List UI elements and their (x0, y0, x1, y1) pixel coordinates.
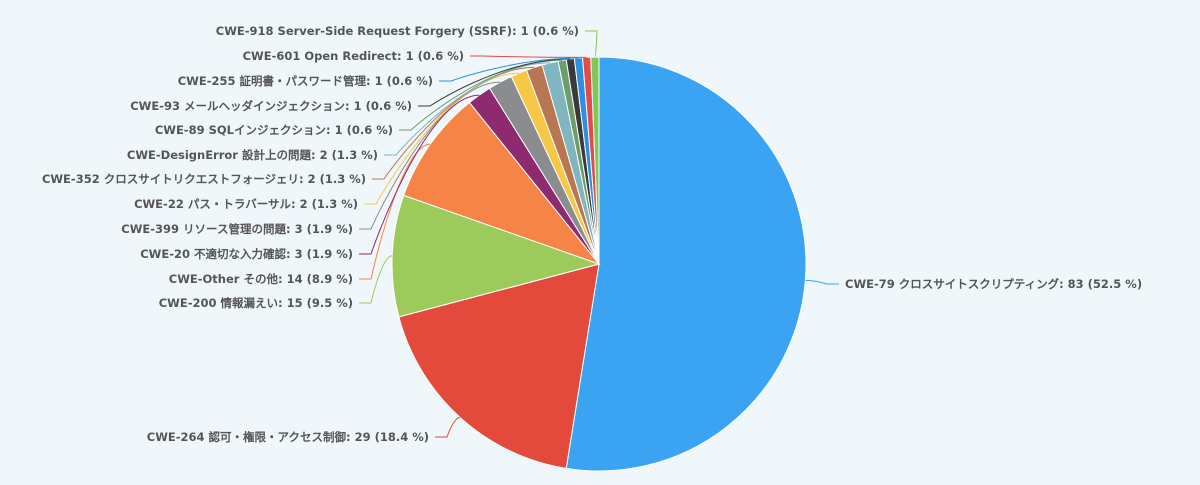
slice-label: CWE-93 メールヘッダインジェクション: 1 (0.6 %) (130, 99, 412, 113)
slice-label: CWE-22 パス・トラバーサル: 2 (1.3 %) (134, 197, 358, 211)
connector-line (399, 59, 563, 131)
connector-line (805, 279, 839, 285)
pie-slices (391, 56, 807, 472)
slice-label: CWE-352 クロスサイトリクエストフォージェリ: 2 (1.3 %) (42, 172, 366, 186)
slice-label: CWE-918 Server-Side Request Forgery (SSR… (216, 24, 579, 38)
connector-line (359, 94, 480, 255)
slice-label: CWE-200 情報漏えい: 15 (9.5 %) (159, 296, 353, 310)
slice-label: CWE-Other その他: 14 (8.9 %) (169, 272, 353, 286)
connector-lines (359, 30, 839, 438)
connector-line (435, 417, 461, 438)
slice-label: CWE-DesignError 設計上の問題: 2 (1.3 %) (127, 148, 378, 162)
slice-label: CWE-79 クロスサイトスクリプティング: 83 (52.5 %) (845, 277, 1142, 291)
connector-line (439, 57, 579, 82)
slice-label: CWE-89 SQLインジェクション: 1 (0.6 %) (155, 123, 393, 137)
connector-line (585, 30, 598, 58)
connector-line (359, 81, 501, 230)
connector-line (364, 72, 519, 205)
pie-slice[interactable] (565, 56, 807, 472)
slice-label: CWE-255 証明書・パスワード管理: 1 (0.6 %) (178, 74, 433, 88)
slice-label: CWE-20 不適切な入力確認: 3 (1.9 %) (140, 247, 353, 261)
slice-label: CWE-264 認可・権限・アクセス制御: 29 (18.4 %) (147, 430, 429, 444)
slice-label: CWE-601 Open Redirect: 1 (0.6 %) (243, 49, 464, 63)
pie-slice[interactable] (590, 56, 600, 265)
connector-line (359, 255, 393, 304)
connector-line (470, 55, 587, 58)
connector-line (359, 143, 431, 280)
connector-line (418, 58, 571, 107)
pie-slice[interactable] (391, 194, 601, 318)
slice-labels: CWE-79 クロスサイトスクリプティング: 83 (52.5 %) CWE-26… (42, 24, 1142, 444)
connector-line (384, 62, 551, 156)
slice-label: CWE-399 リソース管理の問題: 3 (1.9 %) (121, 222, 353, 236)
